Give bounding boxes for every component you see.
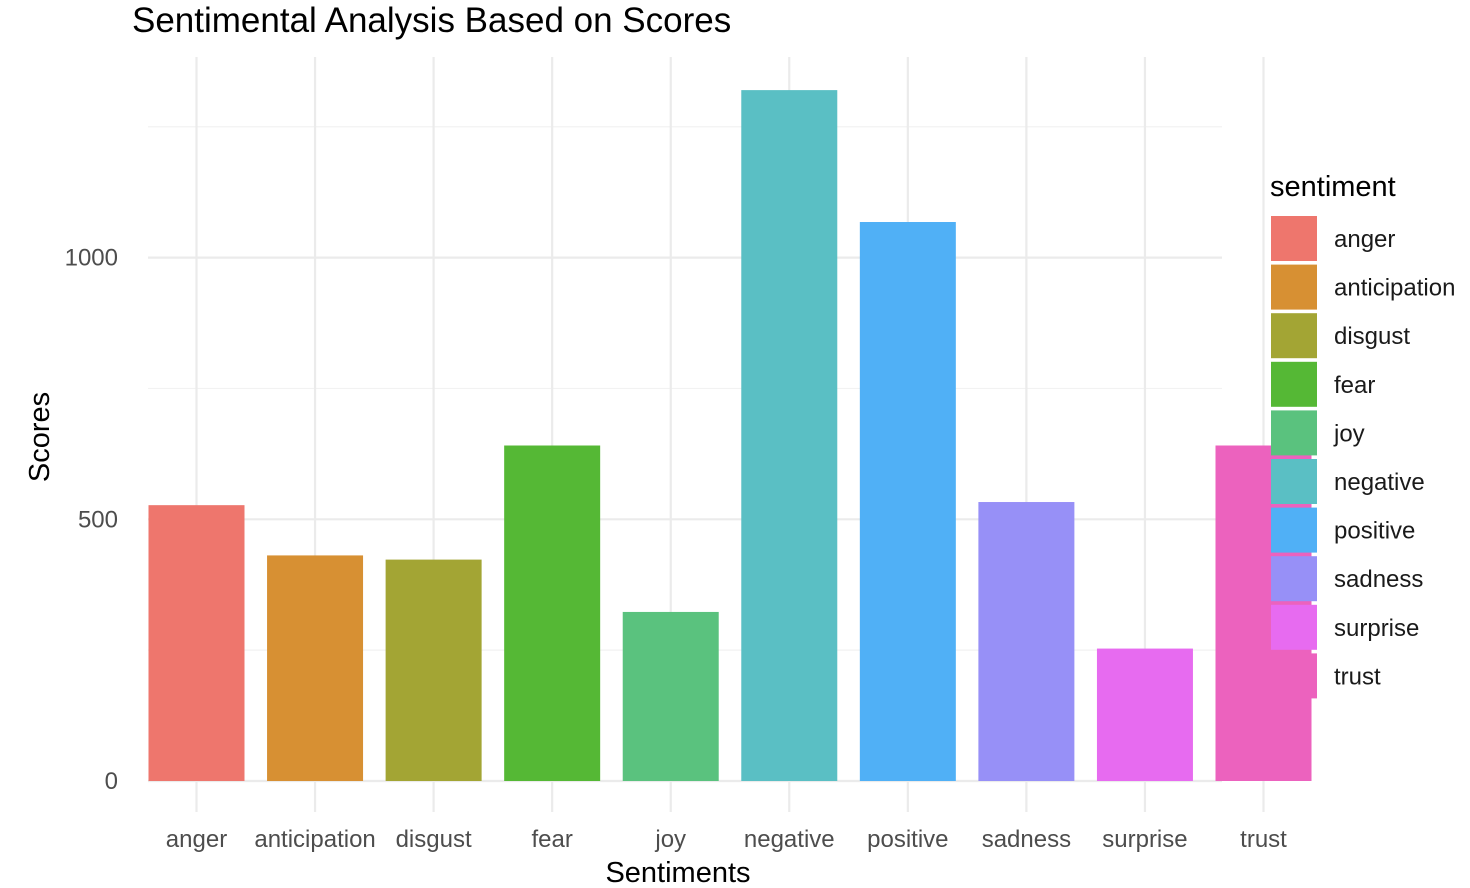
legend-key-sadness: [1271, 556, 1317, 602]
legend-label: anger: [1334, 226, 1395, 253]
legend-key-joy: [1271, 410, 1317, 456]
legend-key-positive: [1271, 507, 1317, 553]
y-tick-label: 500: [78, 506, 118, 533]
y-tick-label: 1000: [65, 245, 118, 272]
legend-items: anger anticipation disgust fear joy negative p…: [1271, 216, 1455, 699]
x-tick-label: trust: [1240, 826, 1287, 853]
bar-disgust: [385, 559, 482, 781]
legend-label: fear: [1334, 372, 1375, 399]
legend-label: anticipation: [1334, 275, 1455, 302]
bar-fear: [504, 445, 601, 781]
x-axis-ticks: anger anticipation disgust fear joy negative p…: [166, 826, 1287, 853]
legend-label: surprise: [1334, 615, 1419, 642]
legend-label: trust: [1334, 663, 1381, 690]
x-tick-label: disgust: [396, 826, 472, 853]
x-tick-label: positive: [867, 826, 948, 853]
bar-joy: [622, 611, 719, 781]
legend-key-anticipation: [1271, 264, 1317, 310]
bar-anticipation: [267, 555, 364, 781]
legend-title: sentiment: [1270, 171, 1396, 203]
legend-label: disgust: [1334, 323, 1410, 350]
legend-key-anger: [1271, 216, 1317, 261]
x-axis-title: Sentiments: [605, 857, 750, 888]
bar-sadness: [978, 502, 1075, 781]
y-axis-title: Scores: [24, 392, 56, 482]
x-tick-label: anticipation: [254, 826, 375, 853]
legend-label: sadness: [1334, 566, 1423, 593]
y-axis-ticks: 0 500 1000: [65, 245, 118, 795]
legend: sentiment anger anticipation disgust fear jo…: [1270, 171, 1455, 699]
bars: [148, 90, 1312, 782]
legend-label: joy: [1333, 420, 1365, 447]
y-tick-label: 0: [105, 768, 118, 795]
legend-key-fear: [1271, 361, 1317, 407]
x-tick-label: anger: [166, 826, 227, 853]
x-tick-label: sadness: [982, 826, 1071, 853]
legend-key-disgust: [1271, 313, 1317, 359]
chart-title: Sentimental Analysis Based on Scores: [132, 1, 731, 40]
bar-surprise: [1096, 648, 1193, 781]
x-tick-label: negative: [744, 826, 835, 853]
legend-key-surprise: [1271, 604, 1317, 650]
x-tick-label: surprise: [1102, 826, 1187, 853]
legend-key-negative: [1271, 459, 1317, 504]
x-tick-label: fear: [531, 826, 572, 853]
legend-key-trust: [1271, 653, 1317, 699]
bar-anger: [148, 505, 245, 781]
legend-label: positive: [1334, 518, 1415, 545]
bar-positive: [859, 222, 956, 782]
x-tick-label: joy: [654, 826, 686, 853]
bar-negative: [741, 90, 838, 781]
legend-label: negative: [1334, 469, 1425, 496]
